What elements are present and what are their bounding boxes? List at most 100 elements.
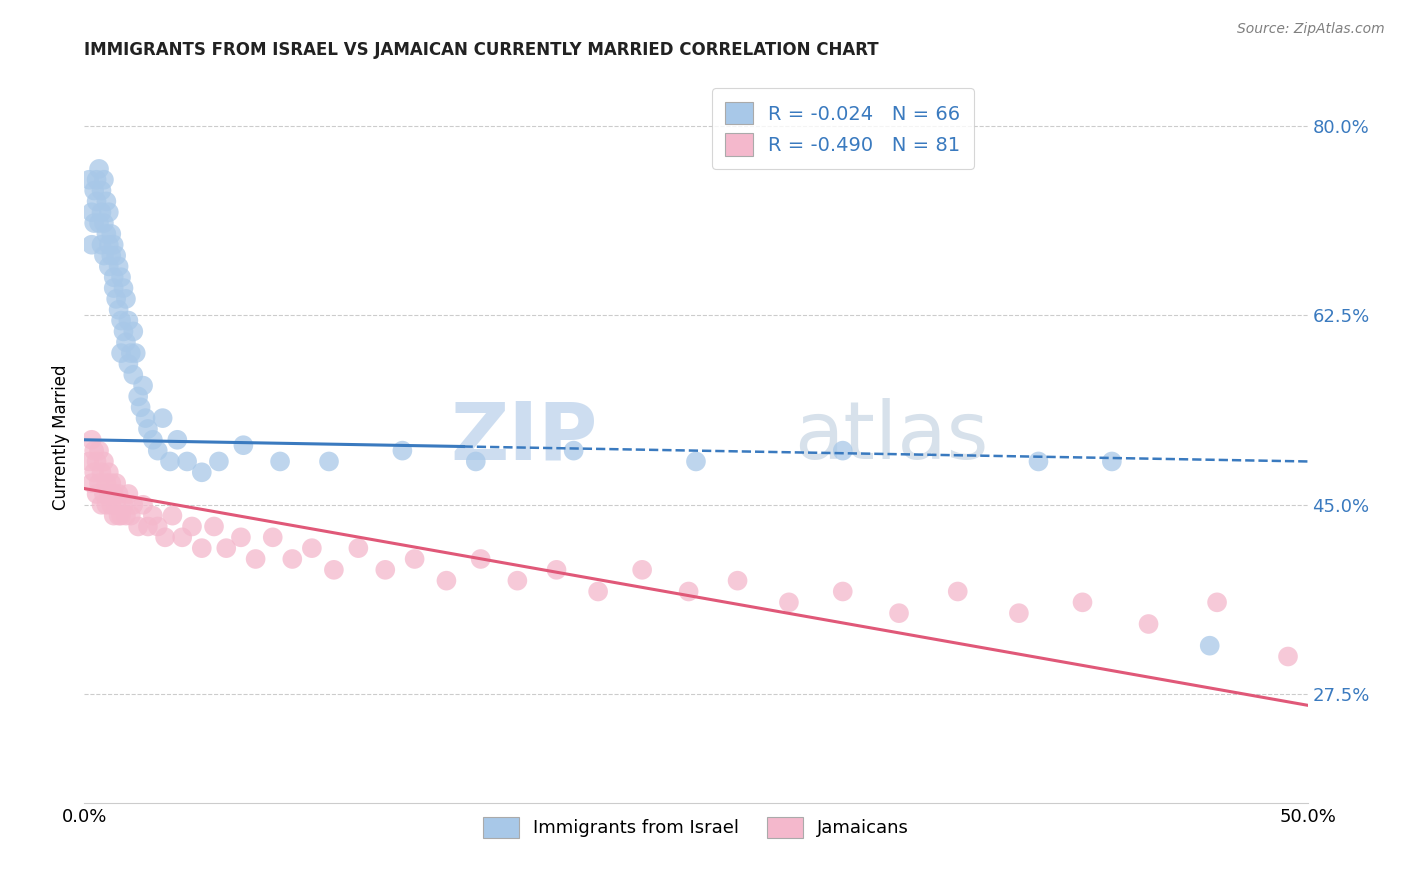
Point: [1348, 617, 1371, 632]
Point: [100, 249, 122, 263]
Point: [778, 595, 800, 609]
Point: [87, 161, 110, 176]
Point: [96, 498, 118, 512]
Point: [86, 172, 108, 186]
Point: [97, 260, 120, 274]
Point: [107, 260, 129, 274]
Point: [115, 292, 138, 306]
Point: [136, 422, 159, 436]
Point: [80, 205, 103, 219]
Point: [80, 237, 103, 252]
Point: [136, 519, 159, 533]
Point: [122, 498, 145, 512]
Point: [202, 519, 225, 533]
Point: [318, 454, 340, 468]
Point: [93, 172, 115, 186]
Point: [152, 411, 174, 425]
Point: [153, 530, 176, 544]
Point: [678, 584, 700, 599]
Point: [269, 454, 291, 468]
Point: [93, 487, 115, 501]
Point: [146, 519, 169, 533]
Point: [107, 508, 129, 523]
Point: [97, 205, 120, 219]
Point: [685, 454, 707, 468]
Point: [436, 574, 458, 588]
Point: [946, 584, 969, 599]
Point: [115, 335, 138, 350]
Point: [562, 443, 585, 458]
Point: [586, 584, 609, 599]
Point: [215, 541, 238, 556]
Point: [117, 313, 139, 327]
Point: [97, 487, 120, 501]
Point: [1008, 606, 1031, 620]
Point: [107, 487, 129, 501]
Point: [93, 249, 115, 263]
Point: [97, 237, 120, 252]
Point: [1071, 595, 1094, 609]
Point: [281, 552, 304, 566]
Point: [232, 438, 254, 452]
Point: [86, 487, 108, 501]
Point: [100, 498, 122, 512]
Point: [87, 476, 110, 491]
Point: [80, 476, 103, 491]
Point: [83, 465, 105, 479]
Point: [122, 325, 145, 339]
Text: atlas: atlas: [794, 398, 988, 476]
Point: [117, 357, 139, 371]
Point: [631, 563, 654, 577]
Point: [110, 270, 132, 285]
Point: [112, 325, 135, 339]
Point: [103, 237, 125, 252]
Point: [404, 552, 426, 566]
Point: [162, 508, 184, 523]
Point: [245, 552, 267, 566]
Point: [191, 465, 214, 479]
Point: [103, 508, 125, 523]
Point: [112, 281, 135, 295]
Point: [208, 454, 231, 468]
Point: [105, 292, 128, 306]
Point: [93, 216, 115, 230]
Point: [727, 574, 749, 588]
Point: [122, 368, 145, 382]
Point: [100, 476, 122, 491]
Point: [229, 530, 252, 544]
Point: [1028, 454, 1050, 468]
Point: [90, 205, 112, 219]
Point: [90, 184, 112, 198]
Point: [103, 487, 125, 501]
Text: IMMIGRANTS FROM ISRAEL VS JAMAICAN CURRENTLY MARRIED CORRELATION CHART: IMMIGRANTS FROM ISRAEL VS JAMAICAN CURRE…: [84, 41, 879, 59]
Point: [831, 584, 853, 599]
Point: [166, 433, 188, 447]
Point: [83, 216, 105, 230]
Point: [176, 454, 198, 468]
Point: [77, 172, 100, 186]
Point: [374, 563, 396, 577]
Point: [77, 454, 100, 468]
Point: [90, 498, 112, 512]
Point: [90, 465, 112, 479]
Point: [129, 401, 152, 415]
Point: [115, 508, 138, 523]
Point: [1101, 454, 1123, 468]
Point: [262, 530, 284, 544]
Point: [103, 281, 125, 295]
Point: [96, 227, 118, 241]
Point: [1137, 617, 1160, 632]
Point: [1198, 639, 1220, 653]
Point: [135, 411, 157, 425]
Point: [132, 378, 155, 392]
Point: [112, 498, 135, 512]
Point: [110, 346, 132, 360]
Point: [90, 237, 112, 252]
Point: [110, 508, 132, 523]
Point: [506, 574, 529, 588]
Point: [1206, 595, 1229, 609]
Point: [96, 194, 118, 209]
Point: [105, 476, 128, 491]
Point: [146, 443, 169, 458]
Point: [83, 443, 105, 458]
